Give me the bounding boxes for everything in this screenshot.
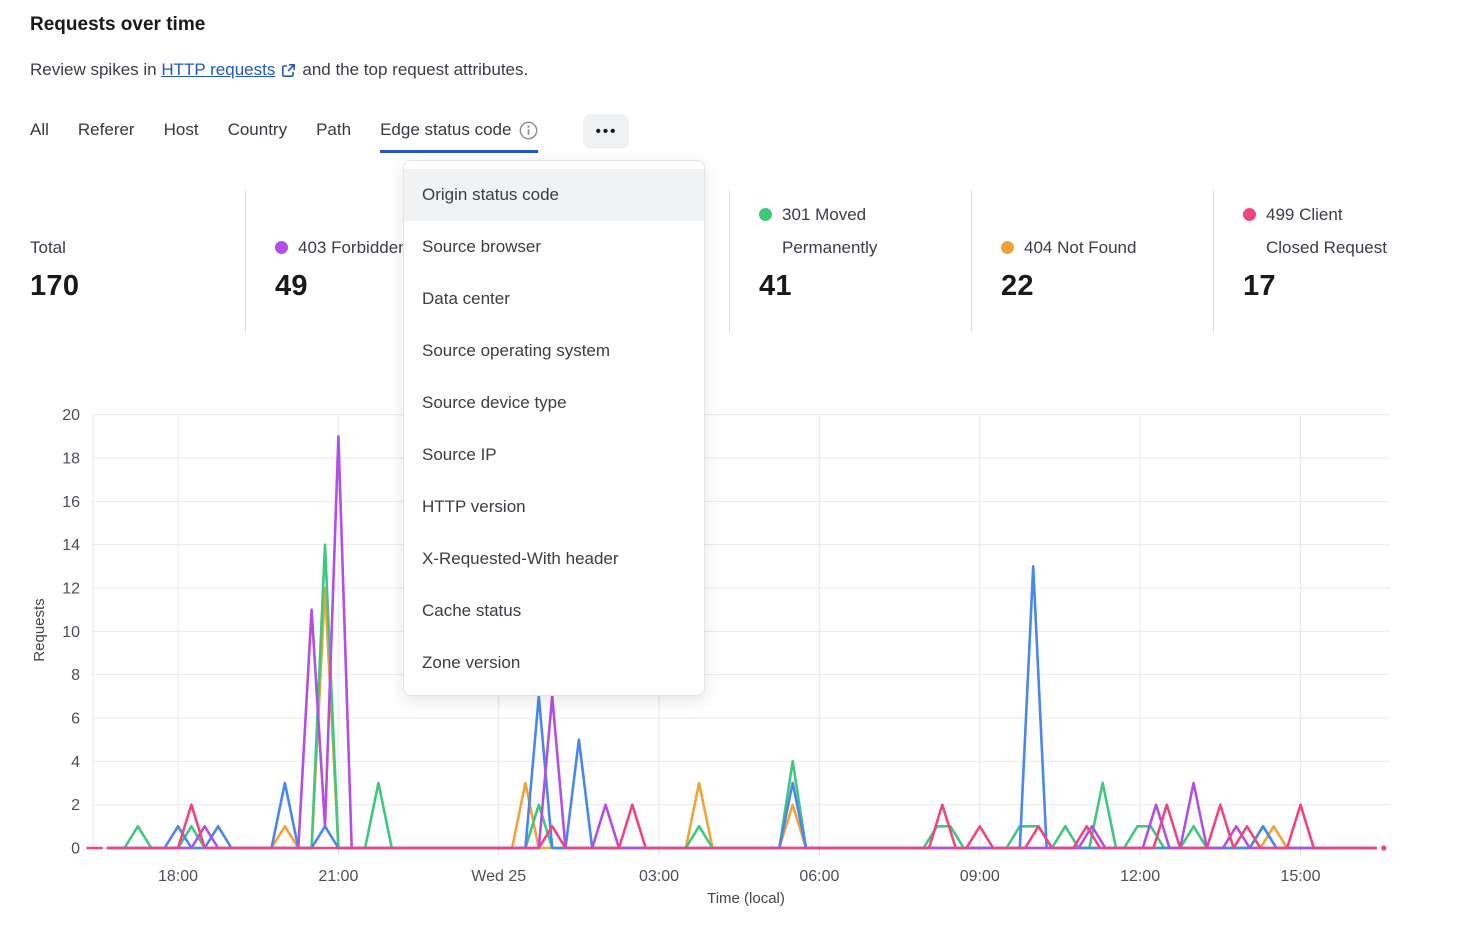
- stat-label-text: 404 Not Found: [1024, 237, 1137, 257]
- tab-path[interactable]: Path: [316, 120, 351, 150]
- menu-item-data-center[interactable]: Data center: [422, 289, 510, 308]
- stat-label-text: 403 Forbidden: [298, 237, 408, 257]
- subtitle-text: and the top request attributes.: [302, 60, 529, 79]
- legend-dot-icon: [1243, 208, 1256, 222]
- stats-row: Total 170 403 Forbidden 49 301 Moved Permane…: [30, 190, 1455, 332]
- menu-item-source-device-type[interactable]: Source device type: [422, 393, 567, 412]
- more-attributes-button[interactable]: •••: [583, 114, 630, 149]
- x-tick-label: 15:00: [1280, 868, 1320, 885]
- tab-edge-status-code[interactable]: Edge status code: [380, 120, 539, 153]
- y-axis-title: Requests: [31, 598, 48, 661]
- tab-host[interactable]: Host: [164, 120, 199, 150]
- x-tick-label: 12:00: [1120, 868, 1160, 885]
- menu-item-zone-version[interactable]: Zone version: [422, 653, 521, 672]
- x-tick-label: 21:00: [318, 868, 358, 885]
- http-requests-link[interactable]: HTTP requests: [161, 60, 276, 79]
- menu-item-origin-status-code[interactable]: Origin status code: [404, 169, 704, 221]
- series-line-499-client-closed-request: [106, 803, 1378, 850]
- tab-label: Country: [227, 120, 288, 139]
- stat-value: 41: [759, 270, 792, 302]
- stat-block: 404 Not Found 22: [971, 190, 1213, 332]
- series-lines: [86, 434, 1387, 851]
- x-tick-label: 06:00: [799, 868, 839, 885]
- tab-label: Path: [316, 120, 352, 139]
- y-tick-label: 10: [62, 624, 80, 641]
- stat-value: 170: [30, 270, 80, 302]
- tab-referer[interactable]: Referer: [78, 120, 135, 150]
- stat-value: 22: [1001, 270, 1034, 302]
- tab-all[interactable]: All: [30, 120, 49, 150]
- page-title: Requests over time: [30, 14, 206, 35]
- x-tick-label: 03:00: [639, 868, 679, 885]
- stat-label: Total: [30, 232, 66, 264]
- ellipsis-icon: •••: [595, 123, 618, 140]
- series-line-403-forbidden: [106, 434, 1378, 850]
- y-tick-label: 18: [62, 450, 80, 467]
- stat-block: 301 Moved Permanently 41: [729, 190, 971, 332]
- y-tick-label: 14: [62, 537, 80, 554]
- y-tick-label: 12: [62, 580, 80, 597]
- stat-value: 17: [1243, 270, 1276, 302]
- stat-value: 49: [275, 270, 308, 302]
- stat-block: 499 Client Closed Request 17: [1213, 190, 1455, 332]
- y-tick-label: 4: [71, 754, 80, 771]
- stat-block: Total 170: [30, 190, 245, 332]
- y-tick-label: 2: [71, 797, 80, 814]
- stat-label-text: 301 Moved Permanently: [782, 205, 878, 257]
- stat-label: 403 Forbidden: [275, 232, 408, 264]
- y-tick-label: 16: [62, 494, 80, 511]
- subtitle-text: Review spikes in: [30, 60, 157, 79]
- menu-item-source-ip[interactable]: Source IP: [422, 445, 497, 464]
- tab-label: Referer: [77, 120, 135, 139]
- legend-dot-icon: [759, 208, 772, 222]
- external-link-icon: [282, 63, 296, 77]
- tab-label: Host: [163, 120, 199, 139]
- legend-dot-icon: [275, 240, 288, 254]
- menu-item-http-version[interactable]: HTTP version: [422, 497, 526, 516]
- attribute-dropdown-menu: Origin status code Source browser Data cen…: [403, 160, 705, 696]
- x-tick-label: 18:00: [158, 868, 198, 885]
- y-tick-label: 0: [71, 841, 80, 858]
- attribute-tabs: All Referer Host Country Path Edge status cod…: [30, 114, 630, 153]
- x-tick-label: Wed 25: [471, 868, 526, 885]
- tab-label: All: [30, 120, 49, 139]
- requests-chart-svg: 0 2 4 6 8 10 12 14 16 18 20 18:00 21:00 Wed 25 03:00 06…: [31, 407, 1390, 907]
- legend-dot-icon: [1001, 240, 1014, 254]
- stat-label-text: Total: [30, 237, 66, 257]
- series-end-dot: [1381, 845, 1387, 851]
- axis-labels: 0 2 4 6 8 10 12 14 16 18 20 18:00 21:00 Wed 25 03:00 06…: [31, 407, 1321, 907]
- series-line--legend-hidden-by-open-menu-: [106, 565, 1378, 850]
- tab-country[interactable]: Country: [228, 120, 288, 150]
- x-axis-title: Time (local): [707, 890, 785, 907]
- y-tick-label: 20: [62, 407, 80, 424]
- x-tick-label: 09:00: [960, 868, 1000, 885]
- requests-chart: 0 2 4 6 8 10 12 14 16 18 20 18:00 21:00 Wed 25 03:00 06…: [0, 398, 1458, 940]
- y-tick-label: 6: [71, 710, 80, 727]
- menu-item-source-operating-system[interactable]: Source operating system: [422, 341, 611, 360]
- menu-item-cache-status[interactable]: Cache status: [422, 601, 522, 620]
- info-icon: [520, 121, 538, 139]
- menu-item-source-browser[interactable]: Source browser: [422, 237, 542, 256]
- stat-label: 404 Not Found: [1001, 232, 1136, 264]
- menu-item-x-requested-with-header[interactable]: X-Requested-With header: [422, 549, 619, 568]
- stat-label: 499 Client Closed Request: [1243, 199, 1394, 264]
- tab-label: Edge status code: [380, 120, 512, 139]
- subtitle: Review spikes in HTTP requests and the t…: [30, 60, 528, 80]
- series-line-301-moved-permanently: [106, 543, 1378, 850]
- stat-label: 301 Moved Permanently: [759, 199, 910, 264]
- stat-block: 403 Forbidden 49: [245, 190, 487, 332]
- stat-label-text: 499 Client Closed Request: [1266, 205, 1387, 257]
- y-tick-label: 8: [71, 667, 80, 684]
